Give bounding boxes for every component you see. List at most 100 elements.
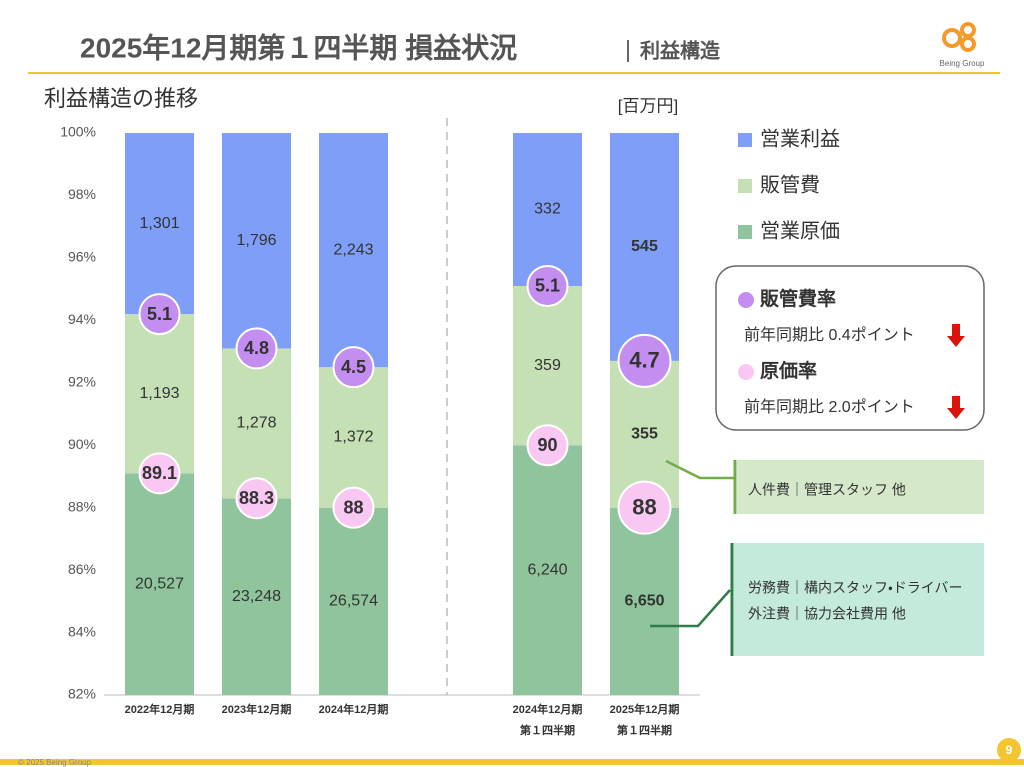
ratio-circle [617, 333, 672, 388]
amount-label: 355 [631, 426, 658, 443]
connector [650, 589, 731, 628]
bar-segment [319, 367, 388, 508]
breakdown-text: 人件費｜管理スタッフ 他 [748, 482, 906, 498]
ratio-label: 88 [632, 494, 656, 519]
bar-segment [513, 133, 582, 286]
ratio-circle [235, 327, 278, 370]
y-tick-label: 92% [68, 373, 96, 389]
ratio-label: 4.7 [629, 348, 660, 373]
bar-segment [125, 314, 194, 474]
unit-label: [百万円] [618, 96, 678, 115]
amount-label: 332 [534, 201, 561, 218]
ratio-label: 4.5 [341, 357, 366, 377]
bar-segment [125, 133, 194, 315]
y-tick-label: 86% [68, 561, 96, 577]
sga-breakdown-box [737, 460, 984, 514]
bar-segment [513, 285, 582, 446]
note-label: 原価率 [760, 360, 817, 382]
x-tick-label: 2025年12月期 [610, 702, 680, 716]
amount-label: 1,193 [139, 385, 179, 402]
y-tick-label: 82% [68, 686, 96, 702]
amount-label: 1,372 [333, 429, 373, 446]
y-tick-label: 90% [68, 436, 96, 452]
amount-label: 545 [631, 238, 658, 255]
ratio-circle [526, 264, 569, 307]
bar-segment [513, 445, 582, 695]
page-badge [997, 738, 1021, 762]
ratio-label: 5.1 [535, 276, 560, 296]
connector [665, 459, 735, 480]
legend-label: 販管費 [760, 173, 820, 196]
logo: Being Group [940, 22, 985, 68]
x-tick-label: 2022年12月期 [125, 702, 195, 716]
ratio-circle [617, 480, 672, 535]
amount-label: 20,527 [135, 575, 184, 592]
y-tick-label: 96% [68, 249, 96, 265]
y-tick-label: 88% [68, 498, 96, 514]
amount-label: 1,301 [139, 215, 179, 232]
legend-label: 営業利益 [760, 127, 840, 150]
amount-label: 1,278 [236, 415, 276, 432]
note-text: 前年同期比 2.0ポイント [744, 398, 915, 416]
cost-breakdown-box [734, 543, 984, 656]
note-bullet [738, 292, 754, 308]
ratio-circle [332, 346, 375, 389]
legend-swatch [738, 179, 752, 193]
slide-title: 2025年12月期第１四半期 損益状況 [80, 31, 517, 63]
amount-label: 26,574 [329, 593, 378, 610]
down-arrow [947, 324, 965, 347]
amount-label: 1,796 [236, 232, 276, 249]
ratio-label: 88 [343, 497, 363, 517]
ratio-circle [235, 477, 278, 520]
ratio-circle [332, 486, 375, 529]
down-arrow [947, 396, 965, 419]
ratio-callout [715, 265, 985, 431]
legend-swatch [738, 225, 752, 239]
bar-segment [610, 133, 679, 361]
x-tick-label: 2024年12月期 [513, 702, 583, 716]
bar-segment [222, 498, 291, 695]
ratio-label: 4.8 [244, 338, 269, 358]
bar-segment [125, 473, 194, 695]
amount-label: 23,248 [232, 588, 281, 605]
amount-label: 6,240 [527, 561, 567, 578]
note-label: 販管費率 [759, 287, 836, 310]
ratio-label: 89.1 [142, 463, 177, 483]
y-tick-label: 98% [68, 186, 96, 202]
bar-segment [319, 507, 388, 695]
x-tick-label: 2024年12月期 [319, 702, 389, 716]
amount-label: 359 [534, 357, 561, 374]
page-number: 9 [1006, 743, 1013, 757]
bar-segment [610, 507, 679, 695]
x-tick-label: 2023年12月期 [222, 702, 292, 716]
y-tick-label: 84% [68, 623, 96, 639]
ratio-label: 5.1 [147, 304, 172, 324]
bar-segment [319, 133, 388, 368]
x-tick-sublabel: 第１四半期 [520, 723, 575, 737]
chart-title: 利益構造の推移 [44, 86, 198, 111]
legend-label: 営業原価 [760, 219, 840, 242]
legend-swatch [738, 133, 752, 147]
ratio-label: 88.3 [239, 488, 274, 508]
copyright: © 2025 Being Group [18, 758, 92, 767]
ratio-circle [138, 293, 181, 336]
logo-text: Being Group [940, 59, 985, 68]
note-text: 前年同期比 0.4ポイント [744, 326, 915, 344]
amount-label: 6,650 [624, 593, 664, 610]
ratio-circle [526, 424, 569, 467]
note-bullet [738, 364, 754, 380]
y-tick-label: 94% [68, 311, 96, 327]
bar-segment [222, 348, 291, 499]
ratio-label: 90 [537, 435, 557, 455]
ratio-circle [138, 452, 181, 495]
x-tick-sublabel: 第１四半期 [617, 723, 672, 737]
amount-label: 2,243 [333, 241, 373, 258]
breakdown-text: 外注費｜協力会社費用 他 [748, 606, 906, 622]
slide-subtitle: 利益構造 [640, 38, 720, 62]
chart: 82% 84% 86% 88% 90% 92% 94% 96% 98% 100% 20,527 1,1… [60, 124, 840, 737]
y-tick-label: 100% [60, 124, 96, 140]
breakdown-text: 労務費｜構内スタッフ・ドライバー [748, 580, 962, 596]
